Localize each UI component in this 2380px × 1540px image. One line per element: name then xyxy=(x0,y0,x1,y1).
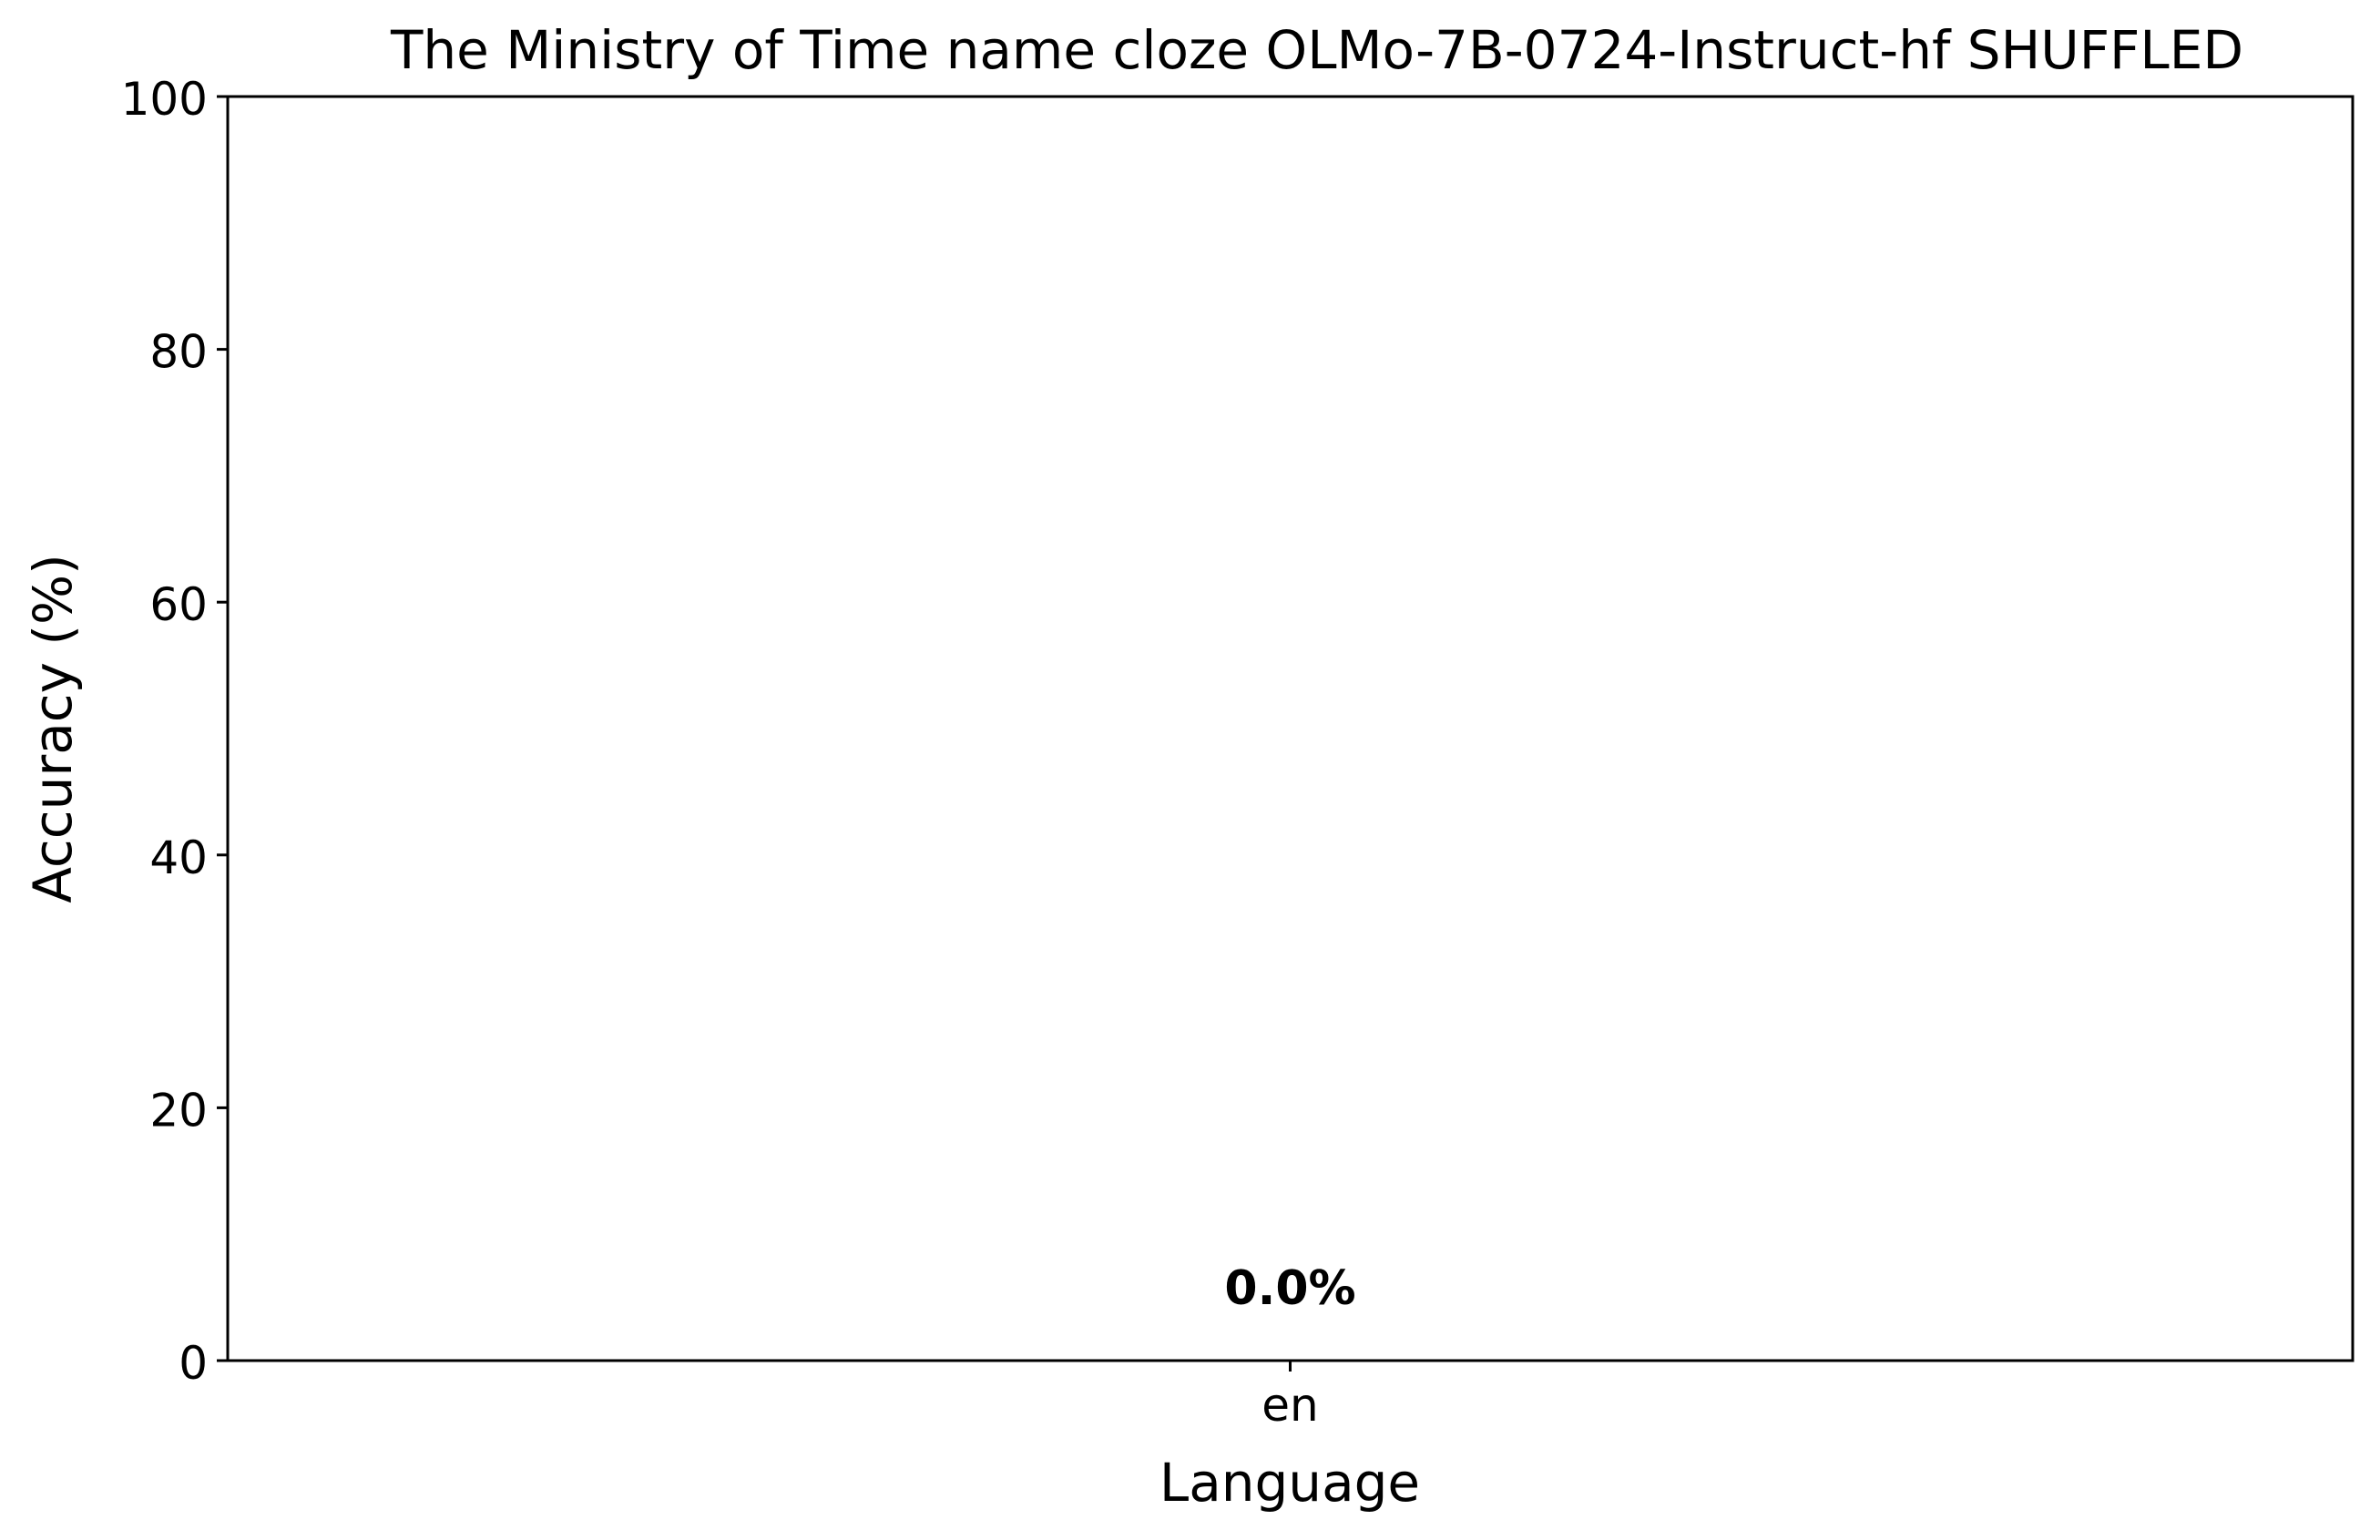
x-tick-label: en xyxy=(1262,1379,1318,1432)
y-axis-ticks: 0 20 40 60 80 100 xyxy=(121,73,228,1390)
y-tick-label: 100 xyxy=(121,73,208,126)
plot-frame xyxy=(226,95,2354,1362)
y-tick-label: 60 xyxy=(149,578,208,631)
y-axis-label: Accuracy (%) xyxy=(22,554,84,903)
y-tick-label: 20 xyxy=(149,1084,208,1137)
y-tick-label: 40 xyxy=(149,831,208,884)
y-tick-label: 0 xyxy=(179,1337,208,1390)
chart-title: The Ministry of Time name cloze OLMo-7B-… xyxy=(390,19,2243,81)
y-tick-label: 80 xyxy=(149,326,208,379)
x-axis-label: Language xyxy=(1159,1452,1420,1514)
value-label: 0.0% xyxy=(1224,1261,1355,1316)
x-axis-ticks: en xyxy=(1262,1361,1319,1432)
value-labels-layer: 0.0% xyxy=(1224,1261,1355,1316)
